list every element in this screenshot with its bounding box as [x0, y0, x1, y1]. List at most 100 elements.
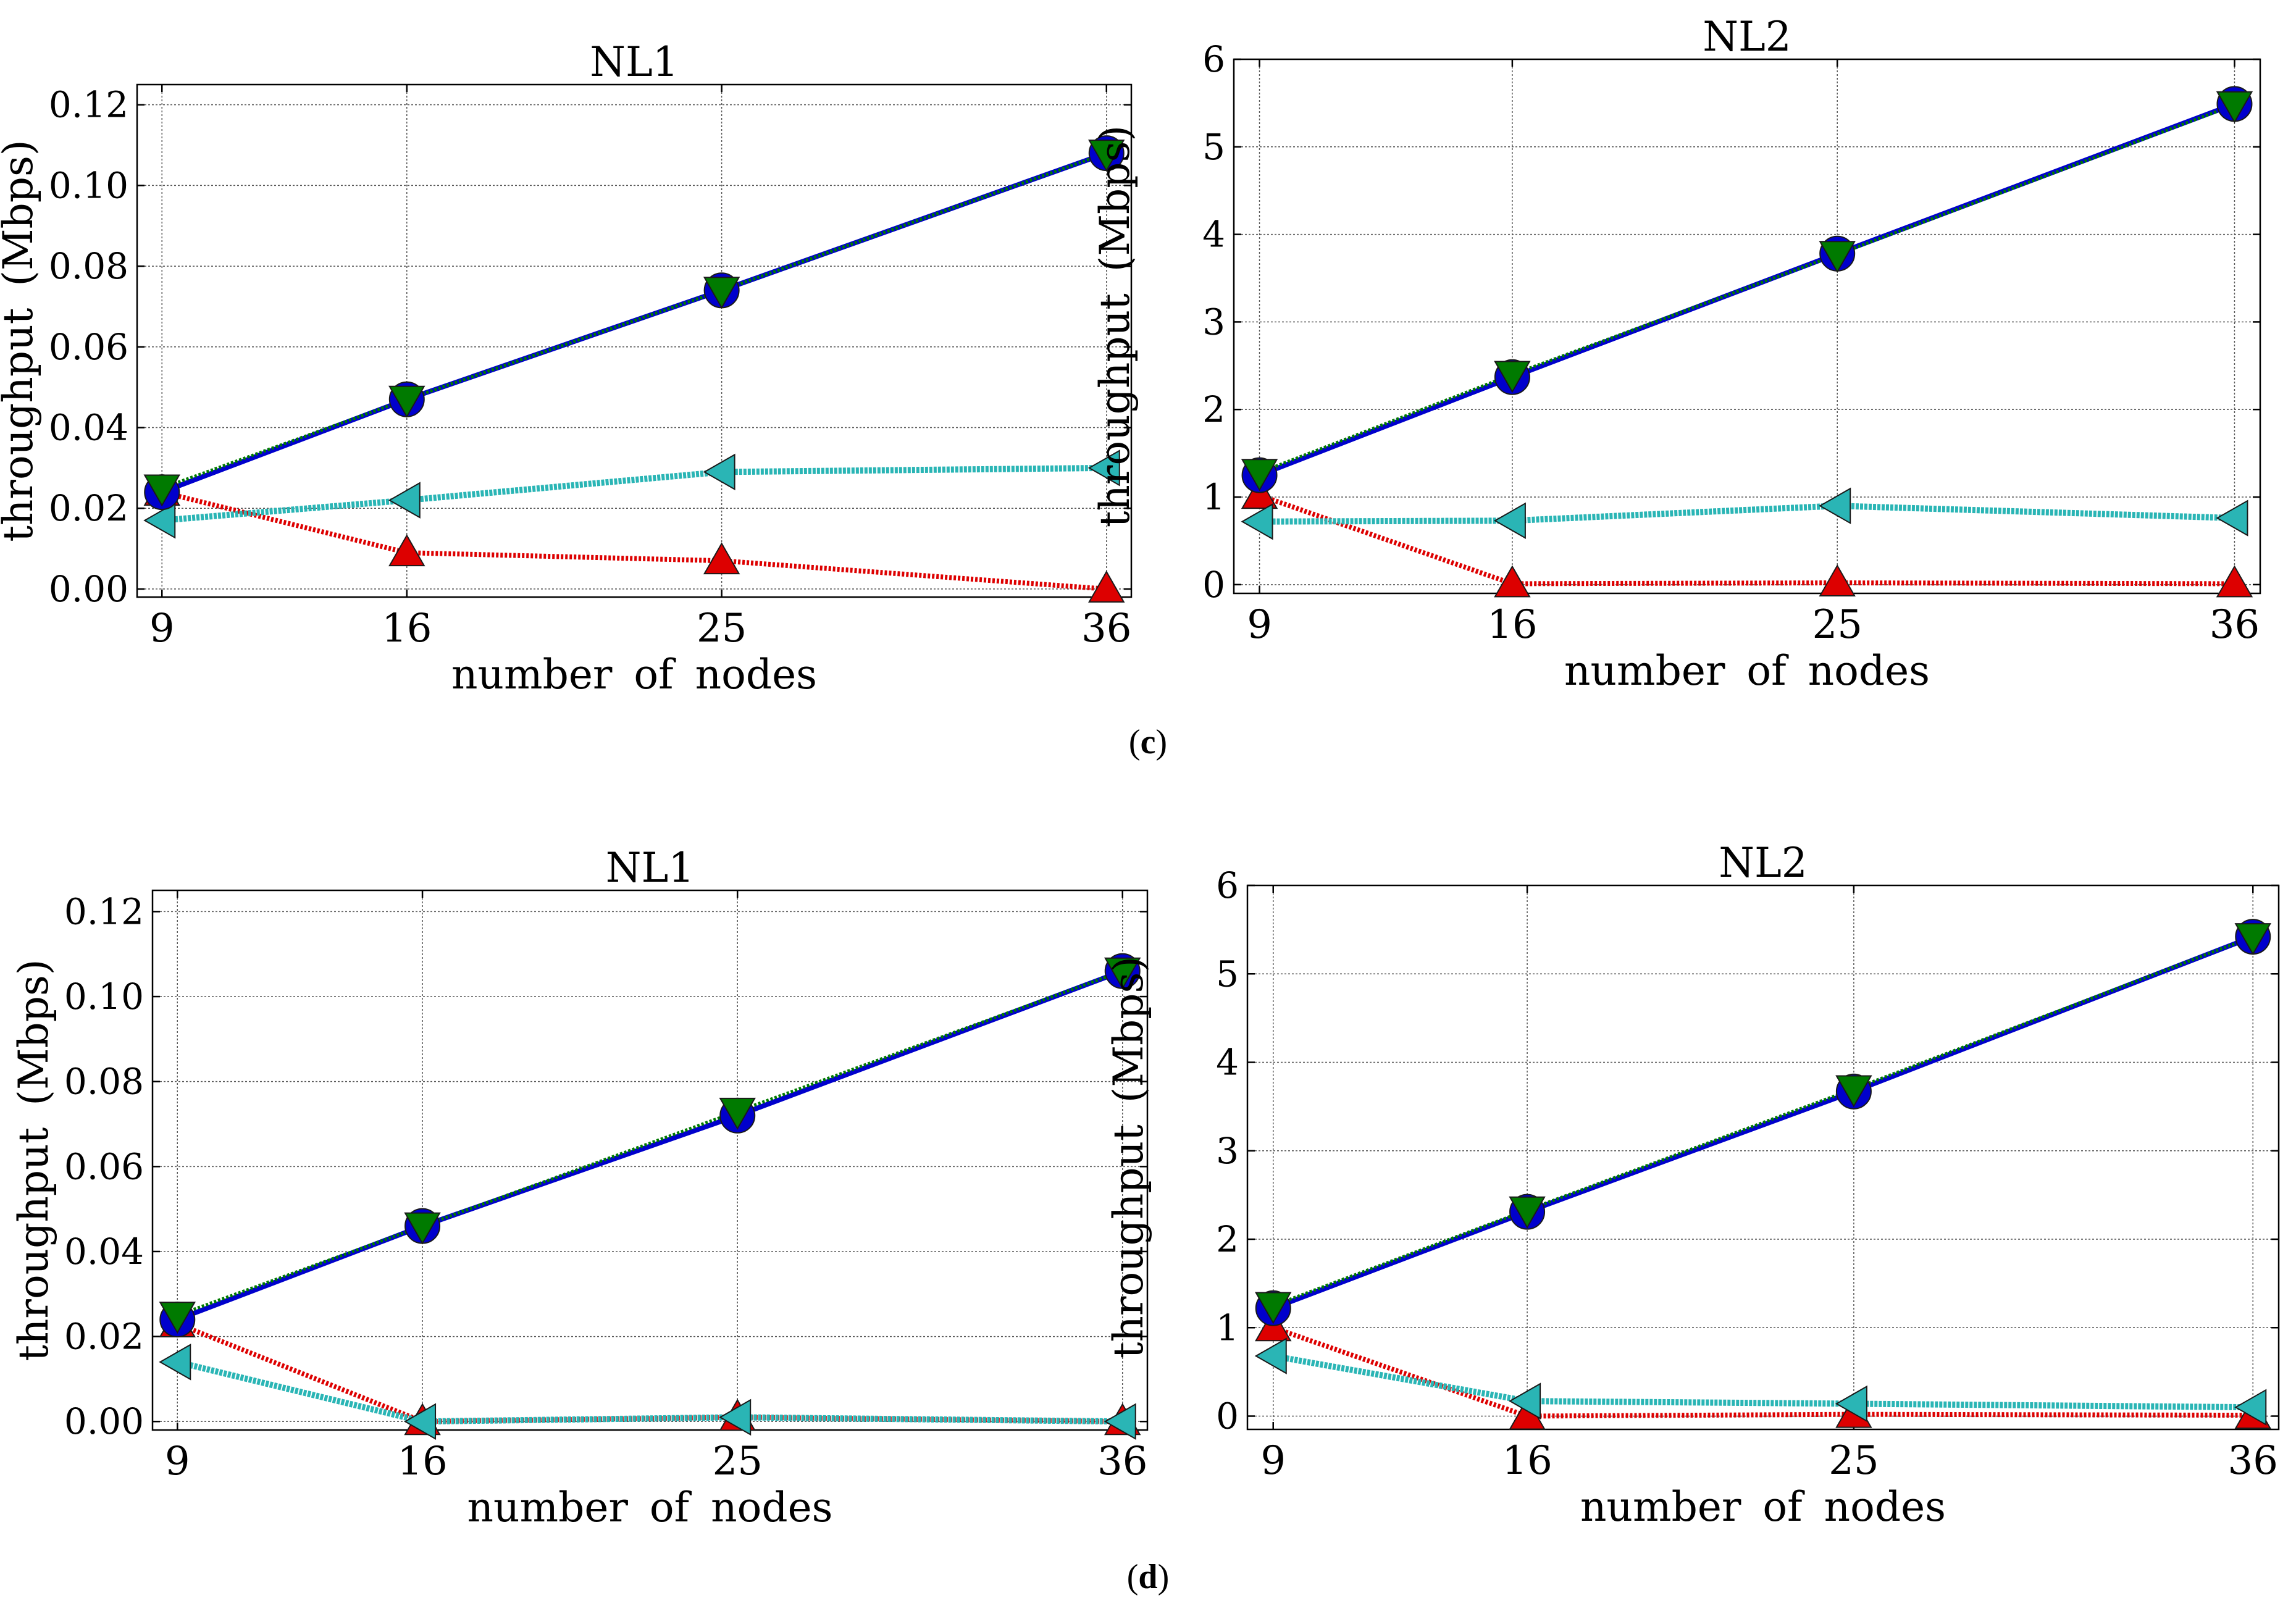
data-point-red-triangle-up — [2216, 565, 2253, 598]
chart-d-nl1: 0.00 0.02 0.04 0.06 0.08 0.10 0.12 9 16 25 36 NL1 nu… — [10, 844, 1149, 1531]
data-point-cyan-triangle-left — [719, 1399, 752, 1436]
y-tick-label: 1 — [1216, 1307, 1239, 1348]
y-tick-label: 6 — [1202, 38, 1225, 80]
data-point-green-triangle-down — [2216, 91, 2253, 123]
y-tick-label: 5 — [1202, 126, 1225, 168]
x-tick-label: 25 — [1812, 602, 1862, 648]
series-line-blue-circle — [1272, 934, 2254, 1311]
data-point-red-triangle-up — [1819, 564, 1856, 596]
data-point-cyan-triangle-left — [2234, 1389, 2267, 1426]
data-point-green-triangle-down — [1819, 241, 1856, 274]
data-point-red-triangle-up — [1241, 477, 1278, 509]
data-point-red-triangle-up — [1088, 570, 1125, 603]
data-point-green-triangle-down — [1104, 957, 1141, 990]
y-tick-label: 0 — [1216, 1395, 1239, 1437]
data-point-green-triangle-down — [1494, 361, 1531, 393]
series-line-red-triangle-up — [1272, 1325, 2253, 1419]
data-point-green-triangle-down — [1255, 1292, 1292, 1324]
x-tick-label: 9 — [165, 1439, 190, 1484]
y-tick-label: 0.06 — [49, 326, 128, 368]
series-line-cyan-triangle-left — [161, 464, 1107, 524]
series-line-green-triangle-down — [161, 151, 1107, 490]
x-tick-label: 36 — [2228, 1438, 2278, 1484]
chart-d-nl2: 0 1 2 3 4 5 6 9 16 25 36 NL2 number of nodes throughp… — [1105, 839, 2280, 1531]
x-tick-label: 25 — [712, 1439, 762, 1484]
chart-title: NL1 — [590, 38, 679, 86]
y-tick-label: 6 — [1216, 864, 1239, 906]
data-point-green-triangle-down — [1241, 459, 1278, 491]
x-tick-label: 16 — [1502, 1438, 1552, 1484]
chart-title: NL1 — [606, 844, 695, 892]
y-tick-label: 5 — [1216, 953, 1239, 995]
data-point-green-triangle-down — [703, 277, 740, 309]
x-axis-label: number of nodes — [1564, 647, 1930, 695]
series-line-blue-circle — [1259, 101, 2235, 478]
data-point-green-triangle-down — [1088, 140, 1125, 172]
x-tick-label: 16 — [397, 1439, 447, 1484]
plot-frame — [1246, 884, 2280, 1431]
data-point-green-triangle-down — [1509, 1196, 1546, 1229]
x-tick-label: 9 — [1260, 1438, 1286, 1484]
y-tick-label: 0.02 — [49, 487, 128, 529]
y-tick-label: 0.12 — [64, 890, 144, 932]
x-tick-label: 9 — [1247, 602, 1272, 648]
data-point-cyan-triangle-left — [388, 482, 421, 519]
data-point-green-triangle-down — [143, 474, 180, 507]
data-point-cyan-triangle-left — [2216, 500, 2248, 537]
chart-title: NL2 — [1703, 13, 1791, 61]
y-tick-label: 3 — [1202, 301, 1225, 343]
data-point-cyan-triangle-left — [404, 1403, 437, 1440]
data-point-cyan-triangle-left — [1241, 503, 1273, 540]
data-point-cyan-triangle-left — [1493, 502, 1526, 540]
x-tick-label: 25 — [697, 606, 747, 651]
panel-label-d: (d) — [1126, 1558, 1170, 1596]
series-line-cyan-triangle-left — [1272, 1353, 2253, 1411]
y-tick-label: 0 — [1202, 564, 1225, 606]
data-point-cyan-triangle-left — [1819, 487, 1851, 524]
y-tick-label: 0.12 — [49, 84, 128, 126]
y-tick-label: 0.10 — [64, 976, 144, 1018]
x-tick-label: 16 — [1487, 602, 1537, 648]
y-tick-label: 2 — [1202, 388, 1225, 430]
data-point-green-triangle-down — [159, 1302, 196, 1334]
plot-frame — [136, 83, 1133, 598]
y-axis-label: throughput (Mbps) — [1105, 956, 1152, 1358]
y-tick-label: 4 — [1216, 1042, 1239, 1084]
y-tick-label: 0.04 — [64, 1231, 144, 1273]
series-line-cyan-triangle-left — [177, 1359, 1123, 1425]
data-point-cyan-triangle-left — [1087, 449, 1120, 487]
y-tick-label: 0.08 — [64, 1061, 144, 1103]
data-point-red-triangle-up — [1494, 565, 1531, 598]
panel-label-c: (c) — [1128, 723, 1168, 761]
y-axis-label: throughput (Mbps) — [10, 959, 57, 1361]
data-point-green-triangle-down — [404, 1212, 441, 1245]
data-point-cyan-triangle-left — [1104, 1403, 1136, 1440]
y-tick-label: 0.10 — [49, 164, 128, 206]
chart-title: NL2 — [1719, 839, 1808, 887]
chart-c-nl2: 0 1 2 3 4 5 6 9 16 25 36 NL2 number of nodes throughp… — [1091, 13, 2261, 695]
y-tick-label: 0.00 — [64, 1400, 144, 1442]
x-tick-label: 36 — [1097, 1439, 1147, 1484]
x-tick-label: 25 — [1829, 1438, 1879, 1484]
y-tick-label: 0.02 — [64, 1316, 144, 1358]
x-axis-label: number of nodes — [1580, 1483, 1946, 1531]
data-point-cyan-triangle-left — [1254, 1337, 1287, 1374]
series-line-cyan-triangle-left — [1259, 503, 2235, 525]
y-tick-label: 0.06 — [64, 1145, 144, 1187]
data-point-green-triangle-down — [719, 1097, 756, 1130]
plot-frame — [1233, 58, 2261, 595]
y-axis-label: throughput (Mbps) — [0, 140, 42, 541]
y-tick-label: 0.04 — [49, 407, 128, 449]
data-point-red-triangle-up — [703, 542, 740, 575]
data-point-red-triangle-up — [388, 534, 425, 567]
series-line-red-triangle-up — [161, 490, 1107, 592]
data-point-green-triangle-down — [1835, 1075, 1872, 1108]
chart-c-nl1: 0.00 0.02 0.04 0.06 0.08 0.10 0.12 9 16 25 36 NL1 nu… — [0, 38, 1133, 698]
data-point-cyan-triangle-left — [703, 453, 735, 491]
y-tick-label: 2 — [1216, 1218, 1239, 1260]
series-line-green-triangle-down — [1272, 935, 2254, 1307]
series-line-red-triangle-up — [1259, 493, 2235, 587]
series-line-blue-circle — [161, 151, 1108, 495]
x-axis-label: number of nodes — [451, 651, 817, 698]
